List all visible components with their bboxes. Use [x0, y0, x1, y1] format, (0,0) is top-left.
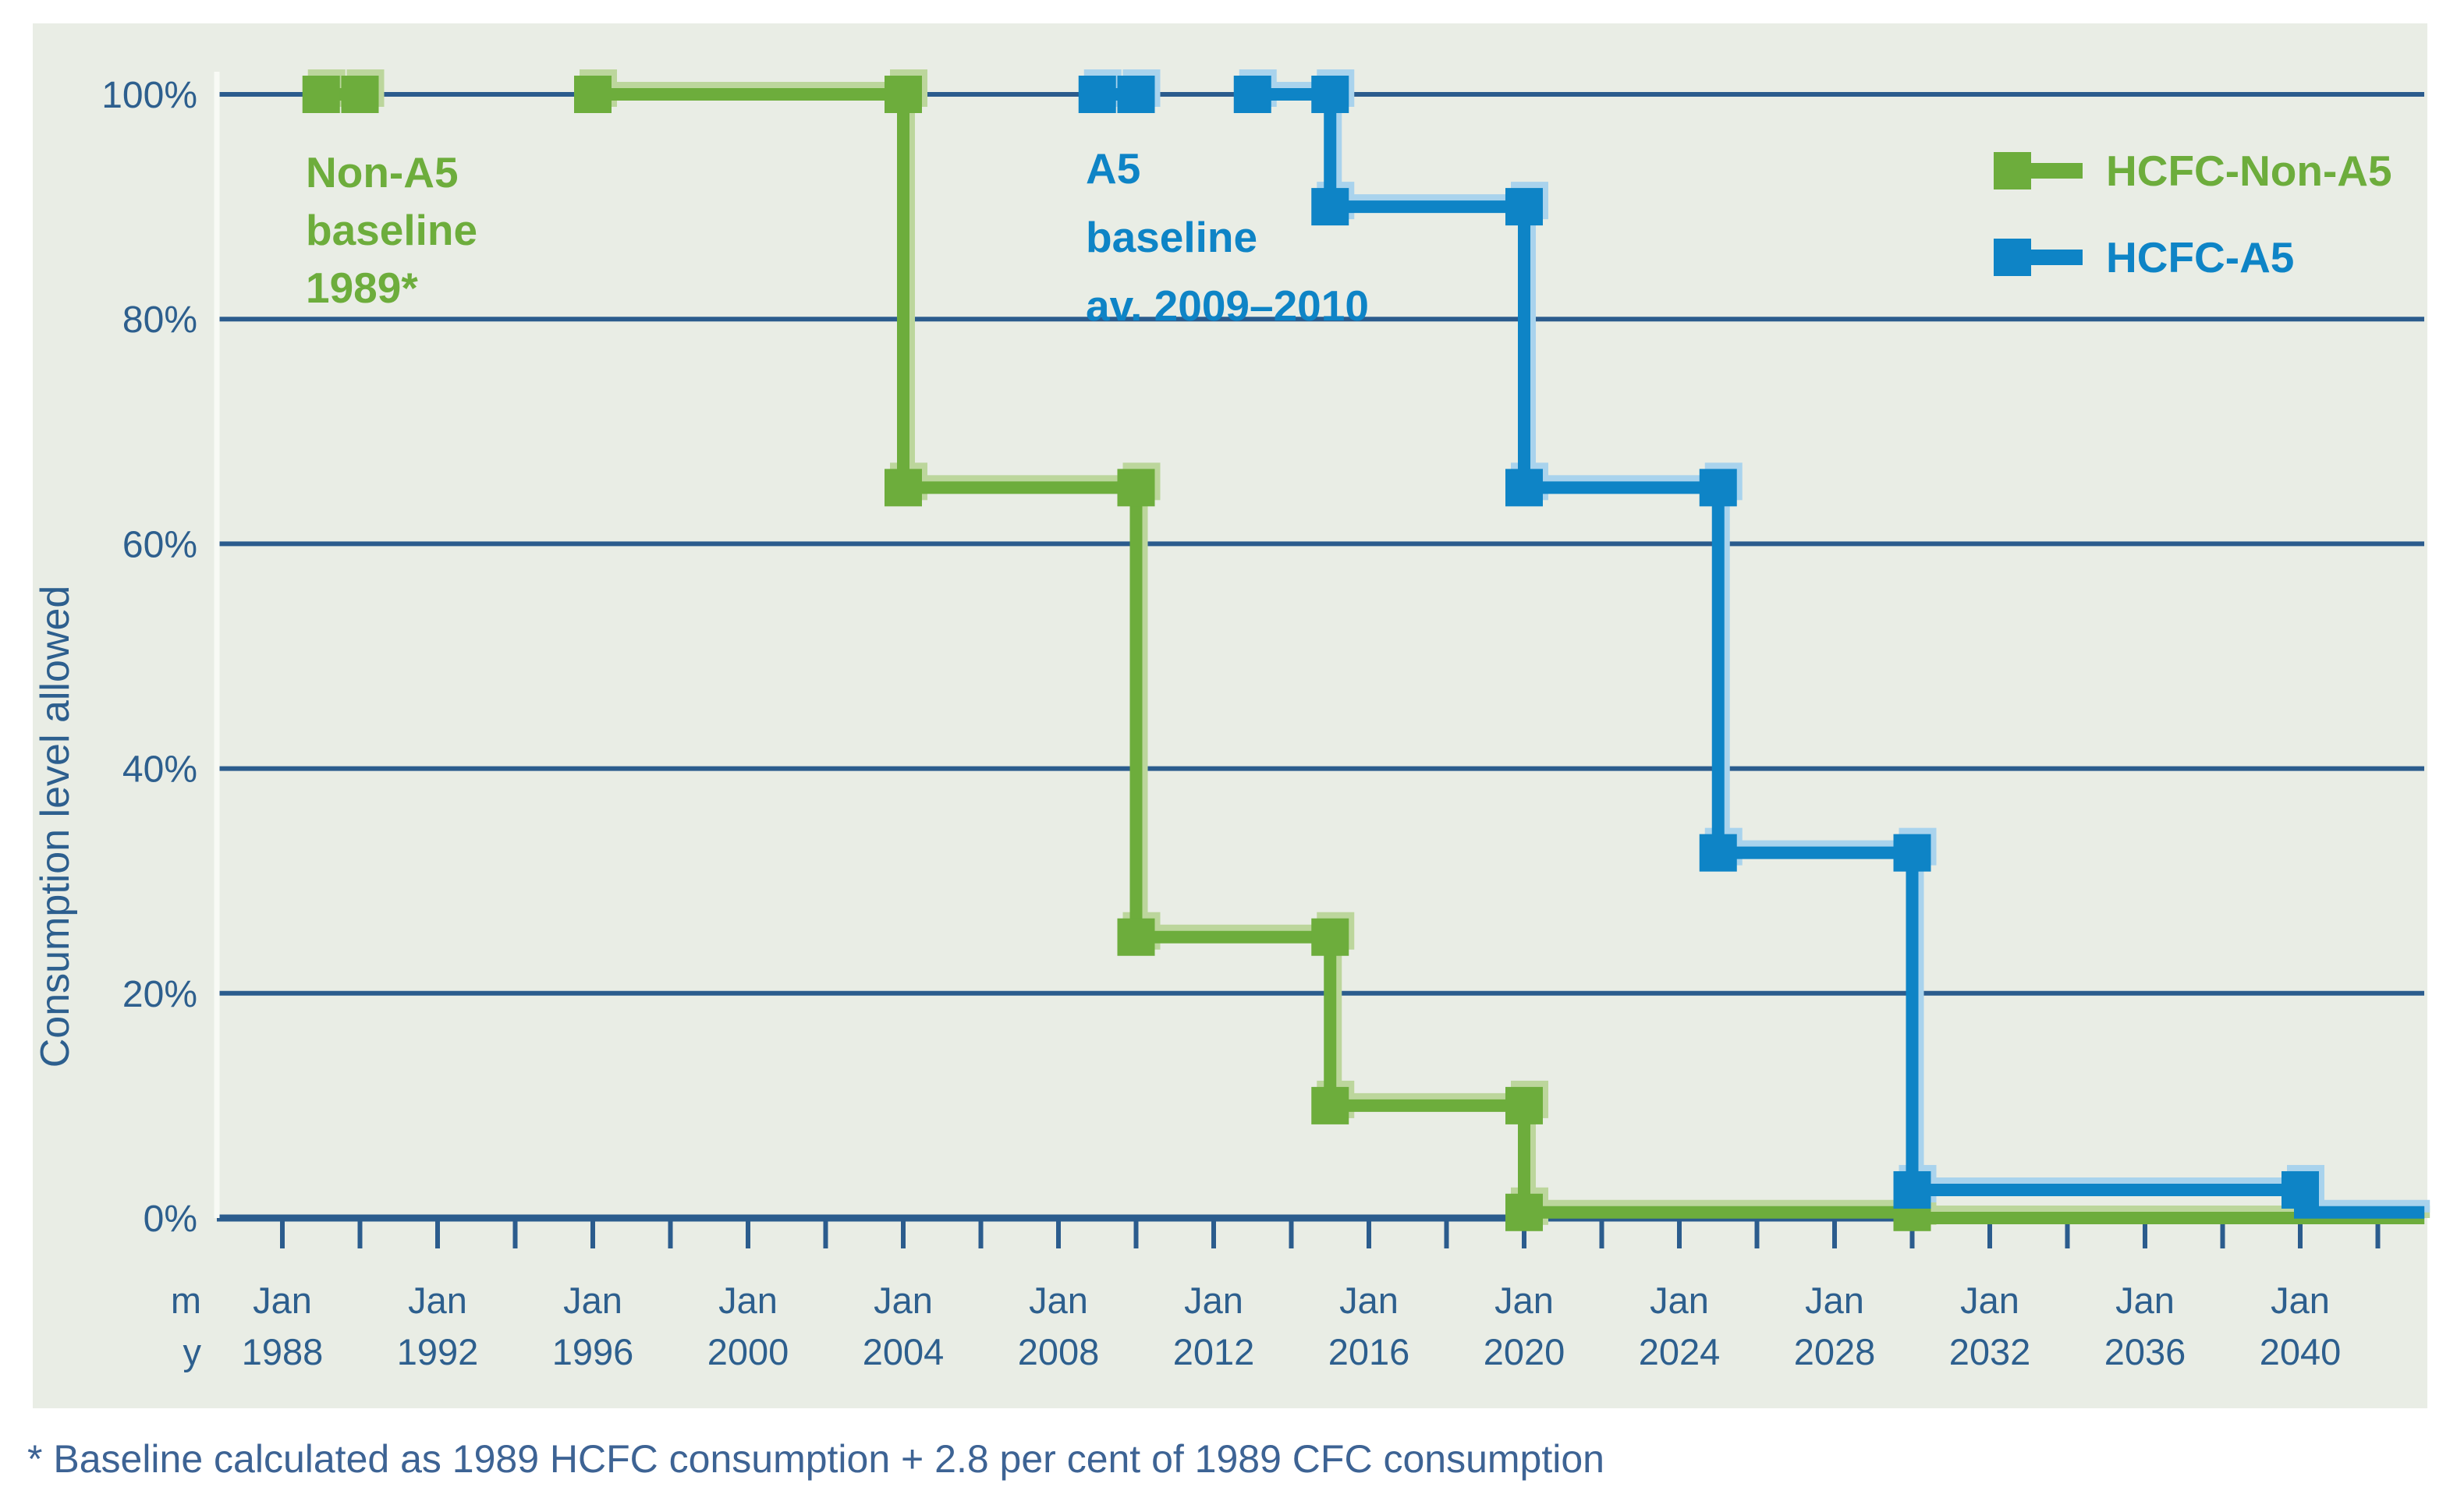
x-label-month-1988: Jan	[253, 1280, 312, 1321]
y-label-0: 0%	[144, 1199, 197, 1240]
series-main	[1078, 76, 2425, 1219]
marker-1996-100	[574, 76, 612, 113]
y-label-100: 100%	[101, 75, 197, 116]
y-label-40: 40%	[122, 749, 197, 791]
marker-2004-100	[885, 76, 922, 113]
x-label-year-2008: 2008	[1018, 1331, 1100, 1372]
annotation-hcfc-a5-baseline: A5 baseline av. 2009–2010	[1086, 144, 1369, 330]
x-label-year-2000: 2000	[707, 1331, 789, 1372]
x-label-month-2004: Jan	[874, 1280, 933, 1321]
marker-2020-90	[1505, 188, 1543, 226]
legend-label: HCFC-A5	[2106, 233, 2294, 282]
x-axis-ticks	[280, 1221, 2381, 1248]
month-row-label: m	[171, 1280, 201, 1321]
y-label-80: 80%	[122, 299, 197, 341]
x-label-month-2016: Jan	[1339, 1280, 1399, 1321]
marker-2040-2.5	[2282, 1170, 2319, 1209]
x-label-month-1996: Jan	[563, 1280, 622, 1321]
series-hcfc-a5	[1078, 69, 2430, 1219]
series-main	[302, 76, 2425, 1231]
marker-2010-65	[1117, 469, 1155, 507]
year-row-label: y	[183, 1331, 202, 1372]
x-label-month-2040: Jan	[2271, 1280, 2330, 1321]
marker-2015-25	[1311, 918, 1349, 956]
legend-swatch-line	[2031, 163, 2083, 179]
annotation-line: A5	[1086, 144, 1140, 193]
marker-1990-100	[341, 76, 379, 113]
x-label-year-2028: 2028	[1794, 1331, 1876, 1372]
marker-2025-32.5	[1699, 834, 1737, 872]
x-label-year-2012: 2012	[1173, 1331, 1255, 1372]
legend-label: HCFC-Non-A5	[2106, 147, 2392, 195]
legend-item-hcfc-a5: HCFC-A5	[1994, 233, 2294, 282]
legend: HCFC-Non-A5 HCFC-A5	[1994, 147, 2392, 282]
x-label-month-2032: Jan	[1960, 1280, 2019, 1321]
y-label-60: 60%	[122, 524, 197, 565]
annotation-line: baseline	[1086, 213, 1257, 261]
marker-2020-65	[1505, 469, 1543, 507]
x-label-year-1992: 1992	[397, 1331, 479, 1372]
annotation-line: 1989*	[306, 264, 418, 312]
marker-2015-10	[1311, 1086, 1349, 1124]
x-label-month-2020: Jan	[1494, 1280, 1554, 1321]
x-label-year-1988: 1988	[242, 1331, 324, 1372]
marker-2030-2.5	[1893, 1170, 1931, 1209]
x-axis-labels: Jan 1988 Jan 1992 Jan 1996 Jan 2000 Jan 2004 Jan 20…	[171, 1280, 2341, 1372]
y-label-20: 20%	[122, 974, 197, 1015]
x-label-year-2016: 2016	[1328, 1331, 1410, 1372]
x-label-month-2012: Jan	[1184, 1280, 1243, 1321]
marker-2020-0.5	[1505, 1193, 1543, 1231]
x-label-month-2036: Jan	[2115, 1280, 2175, 1321]
legend-swatch-square	[1994, 152, 2031, 189]
marker-2015-90	[1311, 188, 1349, 226]
marker-1989-100	[302, 76, 340, 113]
x-label-year-2040: 2040	[2260, 1331, 2342, 1372]
x-label-month-2000: Jan	[718, 1280, 778, 1321]
x-label-year-2004: 2004	[863, 1331, 945, 1372]
x-label-month-2024: Jan	[1650, 1280, 1709, 1321]
x-label-month-2028: Jan	[1805, 1280, 1864, 1321]
marker-2015-100	[1311, 76, 1349, 113]
y-axis-labels: 0% 20% 40% 60% 80% 100%	[101, 75, 197, 1240]
y-axis-title: Consumption level allowed	[33, 586, 78, 1068]
gridlines	[217, 92, 2424, 1222]
marker-2010-100	[1117, 76, 1155, 113]
legend-item-hcfc-non-a5: HCFC-Non-A5	[1994, 147, 2392, 195]
x-label-month-1992: Jan	[408, 1280, 467, 1321]
footnote: * Baseline calculated as 1989 HCFC consu…	[27, 1437, 1604, 1481]
annotation-line: Non-A5	[306, 148, 459, 197]
x-label-year-2036: 2036	[2104, 1331, 2186, 1372]
marker-2013-100	[1233, 76, 1271, 113]
marker-2004-65	[885, 469, 922, 507]
x-label-month-2008: Jan	[1029, 1280, 1088, 1321]
marker-2030-32.5	[1893, 834, 1931, 872]
marker-2025-65	[1699, 469, 1737, 507]
annotation-hcfc-non-a5-baseline: Non-A5 baseline 1989*	[306, 148, 477, 312]
marker-2009-100	[1078, 76, 1116, 113]
annotation-line: baseline	[306, 206, 477, 254]
legend-swatch-line	[2031, 250, 2083, 265]
marker-2020-10	[1505, 1086, 1543, 1124]
marker-2010-25	[1117, 918, 1155, 956]
legend-swatch-square	[1994, 239, 2031, 276]
x-label-year-2032: 2032	[1949, 1331, 2031, 1372]
annotation-line: av. 2009–2010	[1086, 282, 1369, 330]
x-label-year-2020: 2020	[1484, 1331, 1565, 1372]
x-label-year-1996: 1996	[552, 1331, 634, 1372]
x-label-year-2024: 2024	[1639, 1331, 1721, 1372]
